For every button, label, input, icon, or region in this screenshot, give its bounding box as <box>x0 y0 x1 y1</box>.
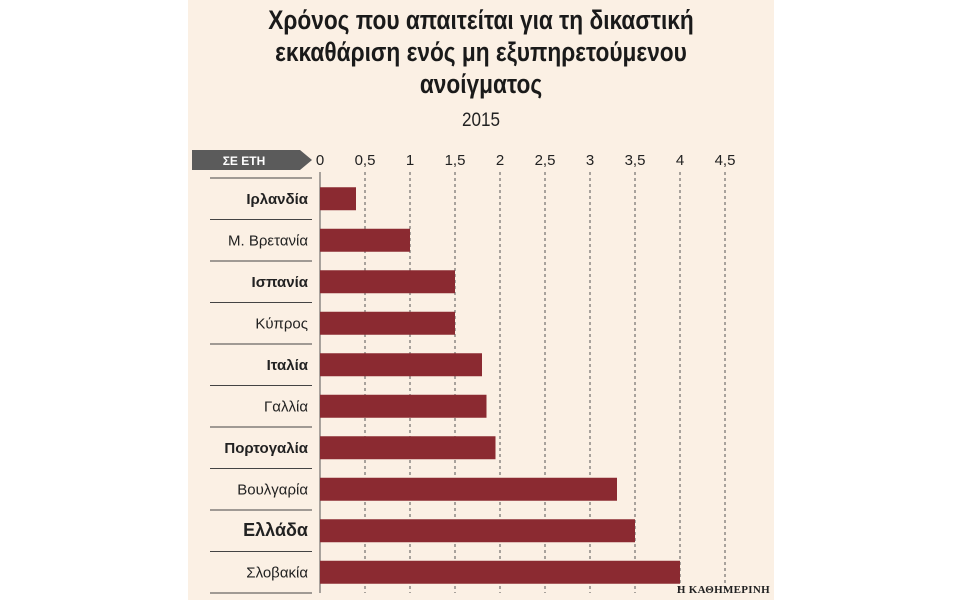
category-label: Σλοβακία <box>246 564 308 581</box>
bar <box>320 311 455 335</box>
source-credit: Η ΚΑΘΗΜΕΡΙΝΗ <box>677 584 770 596</box>
unit-label: ΣΕ ΕΤΗ <box>223 154 266 168</box>
category-label: Ισπανία <box>252 274 309 291</box>
chart-title-line-1: Χρόνος που απαιτείται για τη δικαστική <box>268 5 694 35</box>
category-label: Ιταλία <box>267 357 309 374</box>
x-tick-label: 0 <box>316 152 324 169</box>
x-tick-label: 2,5 <box>535 152 556 169</box>
chart-title-line-2: εκκαθάριση ενός μη εξυπηρετούμενου <box>275 37 687 67</box>
bar <box>320 228 410 252</box>
unit-label-tab <box>192 150 312 170</box>
chart-panel: Χρόνος που απαιτείται για τη δικαστική ε… <box>188 0 774 600</box>
bar <box>320 477 617 501</box>
category-labels: Ιρλανδία Μ. Βρετανία Ισπανία Κύπρος Ιταλία Γα… <box>210 177 312 594</box>
bar <box>320 519 635 543</box>
bar <box>320 353 482 377</box>
x-tick-label: 3 <box>586 152 594 169</box>
category-label: Βουλγαρία <box>237 481 308 498</box>
category-label: Ιρλανδία <box>246 191 308 208</box>
category-label: Κύπρος <box>255 315 308 332</box>
bar <box>320 187 356 211</box>
x-tick-label: 1 <box>406 152 414 169</box>
category-label: Ελλάδα <box>243 520 308 540</box>
x-tick-label: 4 <box>676 152 684 169</box>
chart-title-line-3: ανοίγματος <box>419 69 543 99</box>
x-tick-label: 3,5 <box>625 152 646 169</box>
category-label: Πορτογαλία <box>224 440 308 457</box>
x-tick-label: 1,5 <box>445 152 466 169</box>
chart-subtitle: 2015 <box>461 110 501 131</box>
bar <box>320 270 455 294</box>
axis-header: ΣΕ ΕΤΗ <box>192 150 312 170</box>
category-label: Γαλλία <box>264 398 308 415</box>
bar <box>320 436 496 460</box>
bar-chart: ΣΕ ΕΤΗ 0 0,5 1 1,5 2 2,5 3 3,5 4 4,5 Ιρλανδία Μ. Β… <box>192 150 770 596</box>
category-label: Μ. Βρετανία <box>228 232 308 249</box>
x-axis-ticks: 0 0,5 1 1,5 2 2,5 3 3,5 4 4,5 <box>316 152 736 169</box>
x-tick-label: 4,5 <box>715 152 736 169</box>
bar <box>320 560 680 584</box>
bar <box>320 394 487 418</box>
chart-title: Χρόνος που απαιτείται για τη δικαστική ε… <box>235 4 727 100</box>
x-tick-label: 2 <box>496 152 504 169</box>
x-tick-label: 0,5 <box>355 152 376 169</box>
bars <box>320 187 680 584</box>
